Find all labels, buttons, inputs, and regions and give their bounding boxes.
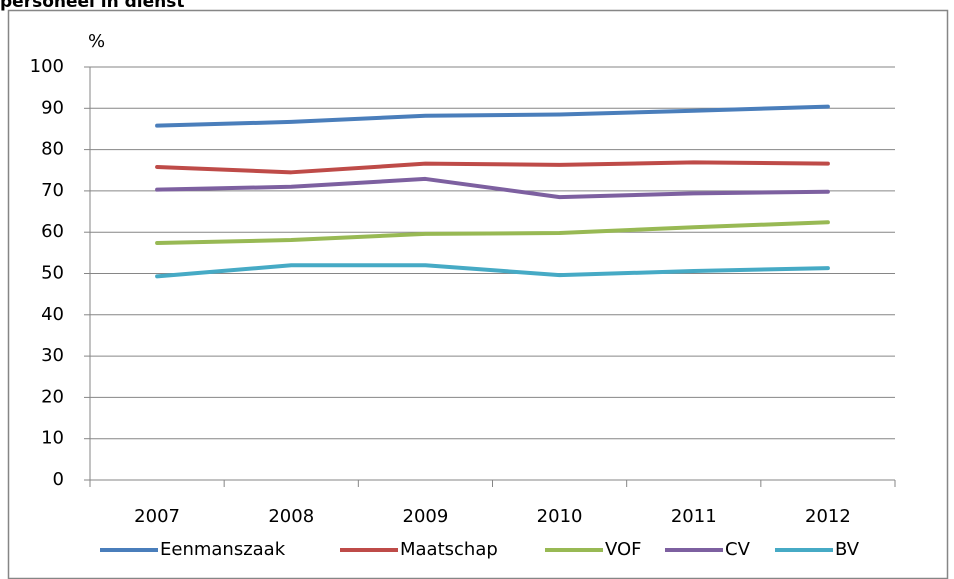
legend-label: Eenmanszaak bbox=[160, 539, 286, 560]
legend-label: VOF bbox=[605, 539, 642, 560]
y-tick-label: 50 bbox=[41, 263, 64, 284]
y-tick-label: 0 bbox=[53, 469, 64, 490]
chart-title: personeel in dienst bbox=[0, 0, 185, 12]
y-tick-label: 100 bbox=[30, 56, 64, 77]
legend-label: BV bbox=[835, 539, 860, 560]
x-tick-label: 2012 bbox=[805, 506, 851, 527]
series-line bbox=[155, 160, 830, 175]
x-tick-label: 2009 bbox=[403, 506, 449, 527]
x-tick-label: 2008 bbox=[268, 506, 314, 527]
legend-label: Maatschap bbox=[400, 539, 498, 560]
x-tick-label: 2007 bbox=[134, 506, 180, 527]
series-line bbox=[155, 263, 830, 279]
y-tick-label: 30 bbox=[41, 345, 64, 366]
y-tick-label: 20 bbox=[41, 386, 64, 407]
y-tick-label: 40 bbox=[41, 304, 64, 325]
y-axis-label: % bbox=[88, 31, 105, 52]
y-tick-label: 90 bbox=[41, 97, 64, 118]
y-tick-label: 10 bbox=[41, 428, 64, 449]
x-tick-label: 2011 bbox=[671, 506, 717, 527]
series-line bbox=[155, 176, 830, 200]
chart-frame bbox=[7, 9, 949, 579]
legend-label: CV bbox=[725, 539, 751, 560]
series-line bbox=[155, 220, 830, 245]
series-line bbox=[155, 104, 830, 128]
x-tick-label: 2010 bbox=[537, 506, 583, 527]
y-tick-label: 80 bbox=[41, 139, 64, 160]
y-tick-label: 70 bbox=[41, 180, 64, 201]
y-tick-label: 60 bbox=[41, 221, 64, 242]
